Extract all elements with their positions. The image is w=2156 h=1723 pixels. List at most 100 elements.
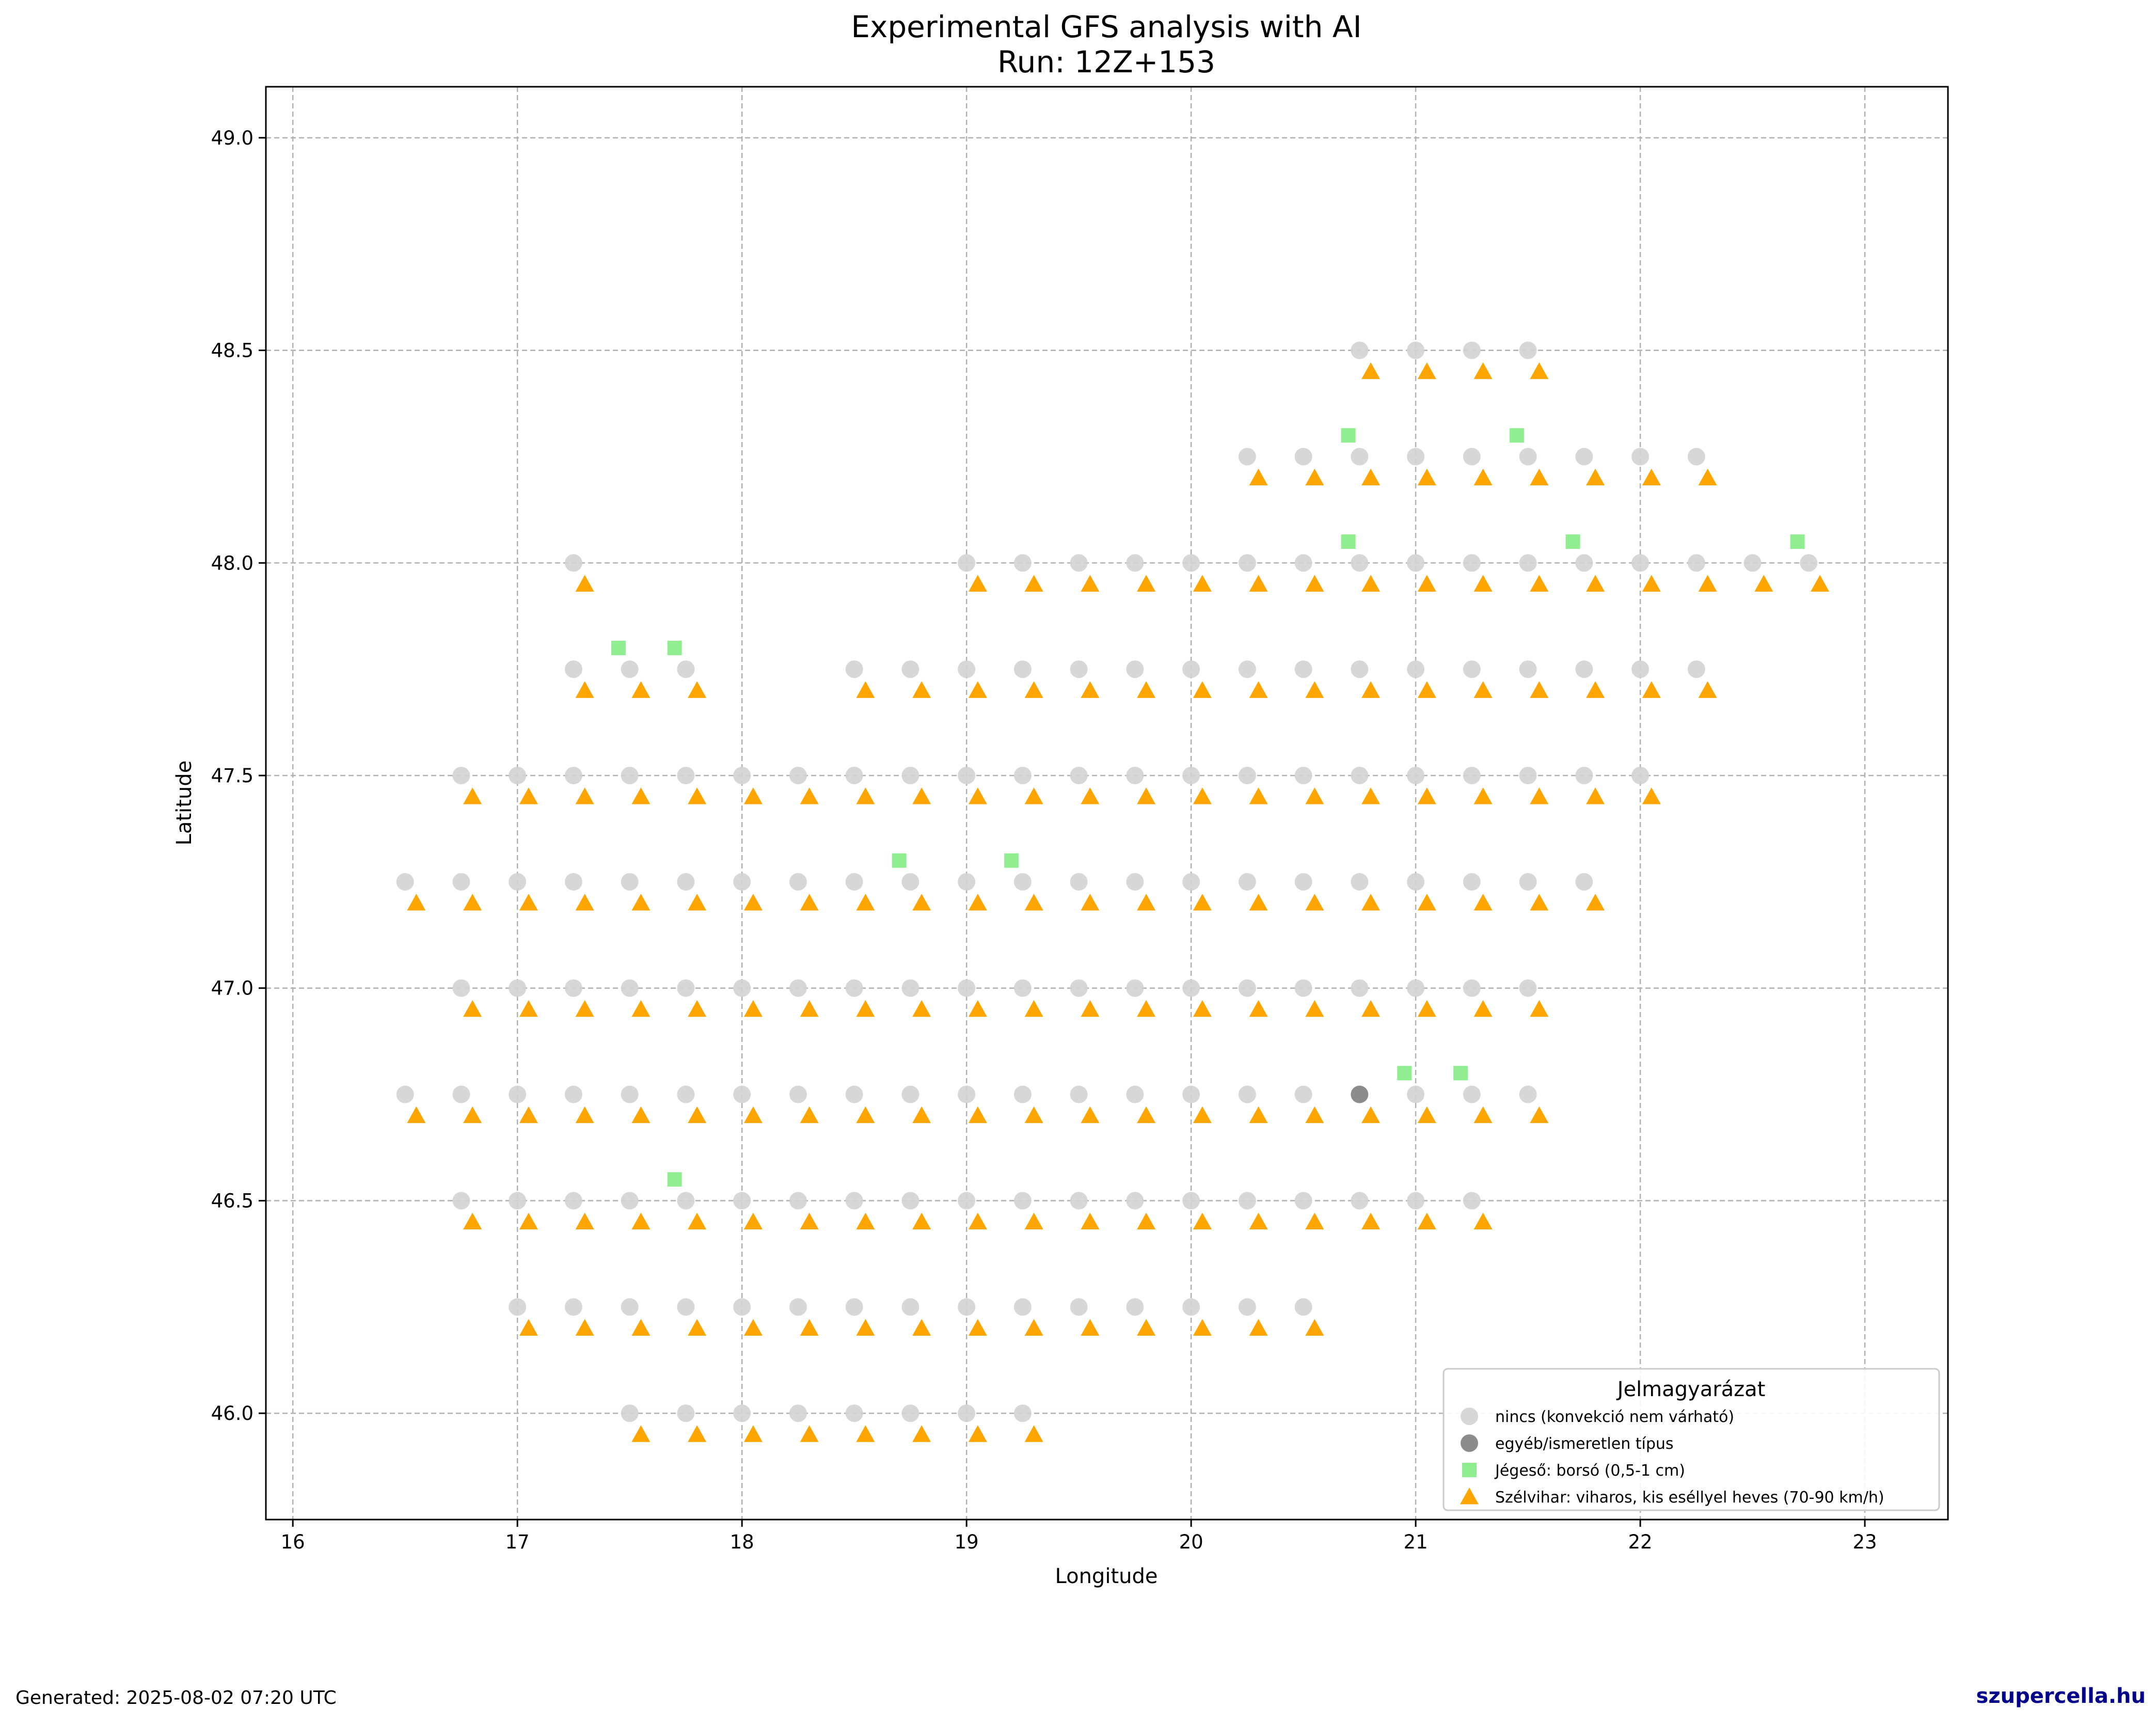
nincs-point [1070, 1298, 1088, 1316]
nincs-point [1070, 766, 1088, 784]
nincs-point [1182, 1192, 1200, 1210]
legend-label-nincs: nincs (konvekció nem várható) [1495, 1408, 1734, 1426]
szel-point [1081, 575, 1100, 592]
nincs-point [958, 979, 976, 997]
szel-point [1137, 1319, 1156, 1336]
y-tick-label: 47.5 [211, 765, 253, 787]
szel-point [1473, 1106, 1493, 1124]
nincs-point [1463, 1192, 1481, 1210]
nincs-point [1070, 1192, 1088, 1210]
szel-point [1081, 1000, 1100, 1017]
szel-point [1193, 1106, 1212, 1124]
nincs-point [901, 766, 920, 784]
nincs-point [1294, 873, 1312, 891]
jeges-point [1565, 534, 1580, 549]
legend-label-szel: Szélvihar: viharos, kis eséllyel heves (… [1495, 1489, 1884, 1507]
szel-point [1361, 575, 1381, 592]
jeges-point [1509, 428, 1524, 443]
szel-point [1249, 1000, 1268, 1017]
nincs-point [789, 1298, 807, 1316]
legend-label-jeges: Jégeső: borsó (0,5-1 cm) [1494, 1462, 1685, 1480]
szel-point [743, 1106, 763, 1124]
szel-point [1249, 1319, 1268, 1336]
szel-point [688, 1000, 707, 1017]
szel-point [1530, 468, 1549, 485]
nincs-point [845, 979, 863, 997]
nincs-point [845, 873, 863, 891]
nincs-point [1070, 554, 1088, 572]
axis-ticks: 16 17 18 19 20 21 22 23 46.0 46.5 47.0 47.5 48.0 48.5… [211, 127, 1877, 1553]
szel-point [1473, 575, 1493, 592]
szel-point [631, 787, 651, 804]
szel-point [968, 681, 987, 698]
nincs-point [1407, 660, 1425, 678]
nincs-point [733, 766, 751, 784]
szel-point [631, 1106, 651, 1124]
szel-point [1361, 787, 1381, 804]
szel-point [743, 1212, 763, 1229]
data-points [396, 341, 1830, 1442]
szel-point [968, 1319, 987, 1336]
generated-timestamp: Generated: 2025-08-02 07:20 UTC [15, 1687, 337, 1709]
szel-point [1193, 1212, 1212, 1229]
egyeb-point [1351, 1085, 1369, 1103]
szel-point [575, 1212, 594, 1229]
szel-point [1473, 468, 1493, 485]
x-tick-label: 21 [1404, 1531, 1428, 1553]
szel-point [1754, 575, 1773, 592]
nincs-point [1070, 660, 1088, 678]
szel-point [1473, 681, 1493, 698]
nincs-point [621, 1404, 639, 1422]
nincs-point [509, 873, 527, 891]
szel-point [1417, 1000, 1436, 1017]
nincs-point [1631, 554, 1650, 572]
szel-point [1305, 575, 1324, 592]
szel-point [743, 787, 763, 804]
nincs-point [1182, 766, 1200, 784]
szel-point [1024, 1319, 1043, 1336]
y-tick-label: 48.0 [211, 552, 253, 574]
x-tick-label: 17 [505, 1531, 530, 1553]
brand-link[interactable]: szupercella.hu [1976, 1684, 2146, 1708]
szel-point [1024, 575, 1043, 592]
szel-point [688, 1319, 707, 1336]
jeges-point [892, 853, 907, 868]
szel-point [1024, 894, 1043, 911]
nincs-point [733, 1085, 751, 1103]
szel-point [1417, 894, 1436, 911]
szel-point [1305, 1319, 1324, 1336]
nincs-point [1182, 554, 1200, 572]
legend-title: Jelmagyarázat [1616, 1378, 1766, 1401]
nincs-point [677, 766, 695, 784]
nincs-point [1126, 660, 1144, 678]
legend-marker-egyeb [1461, 1434, 1478, 1452]
jeges-point [1341, 534, 1356, 549]
szel-point [1024, 1425, 1043, 1442]
szel-point [856, 1106, 875, 1124]
nincs-point [1575, 873, 1593, 891]
szel-point [856, 1319, 875, 1336]
szel-point [1081, 681, 1100, 698]
nincs-point [1070, 873, 1088, 891]
szel-point [1811, 575, 1830, 592]
szel-point [800, 787, 819, 804]
szel-point [575, 1000, 594, 1017]
szel-point [1249, 894, 1268, 911]
szel-point [800, 1212, 819, 1229]
szel-point [1586, 575, 1605, 592]
szel-point [1249, 787, 1268, 804]
szel-point [1642, 681, 1661, 698]
x-axis-label: Longitude [1055, 1564, 1158, 1588]
szel-point [1361, 1212, 1381, 1229]
nincs-point [733, 1404, 751, 1422]
nincs-point [1013, 1192, 1032, 1210]
szel-point [575, 894, 594, 911]
szel-point [1193, 681, 1212, 698]
nincs-point [677, 1192, 695, 1210]
nincs-point [621, 1298, 639, 1316]
nincs-point [509, 1085, 527, 1103]
jeges-point [1397, 1066, 1412, 1081]
nincs-point [1238, 873, 1256, 891]
szel-point [1024, 787, 1043, 804]
nincs-point [1407, 873, 1425, 891]
